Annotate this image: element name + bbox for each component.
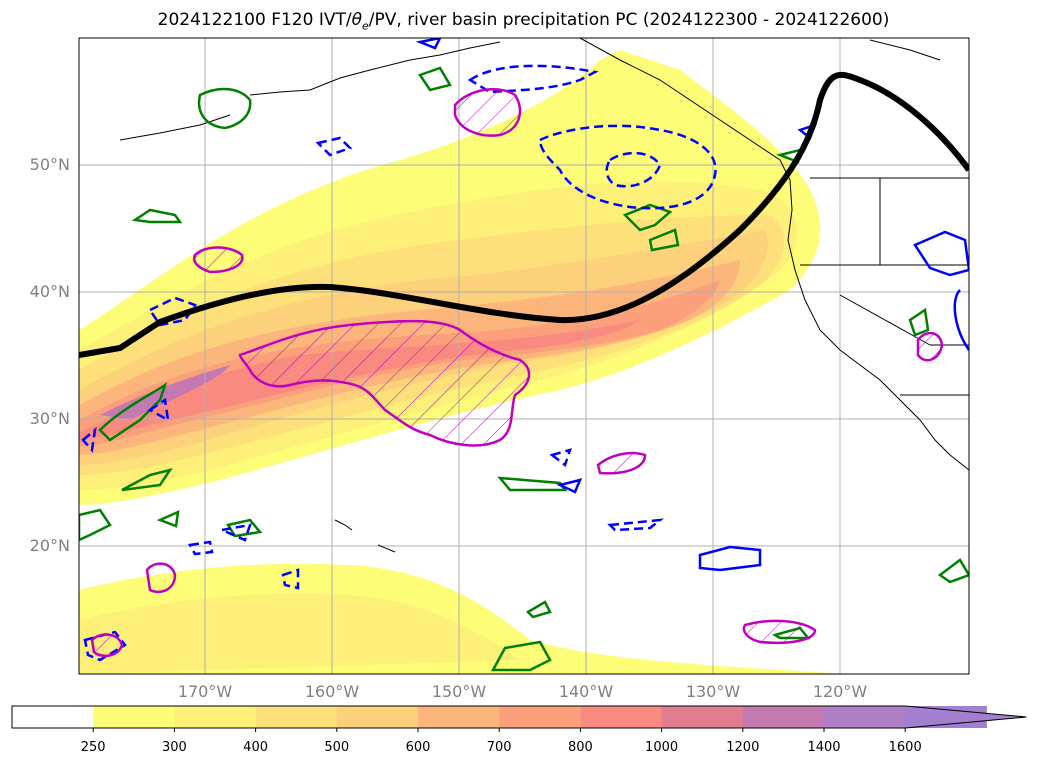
lat-label-50: 50°N: [29, 155, 70, 174]
colorbar-swatch: [174, 706, 257, 728]
colorbar-swatch: [93, 706, 175, 728]
lat-label-30: 30°N: [29, 409, 70, 428]
colorbar-swatch: [12, 706, 94, 728]
colorbar-tick-label: 1000: [645, 740, 679, 755]
lon-label-120w: 120°W: [812, 682, 868, 701]
colorbar-tick-label: 400: [243, 740, 268, 755]
pv-contours: [90, 88, 944, 658]
colorbar-tick-label: 800: [567, 740, 593, 755]
colorbar-extend-arrow: [905, 705, 1027, 729]
lon-label-170w: 170°W: [177, 682, 233, 701]
lon-label-160w: 160°W: [304, 682, 360, 701]
colorbar-swatch: [336, 706, 419, 728]
colorbar-swatch: [824, 706, 906, 728]
colorbar-tick-label: 1600: [888, 740, 922, 755]
colorbar-swatch: [499, 706, 581, 728]
lat-label-40: 40°N: [29, 282, 70, 301]
blue-solid-contours: [415, 38, 969, 572]
colorbar-swatch: [418, 706, 500, 728]
page-title: 2024122100 F120 IVT/θe/PV, river basin p…: [157, 10, 890, 33]
lon-label-140w: 140°W: [558, 682, 614, 701]
coastlines: [119, 38, 969, 553]
colorbar-tick-label: 500: [324, 740, 350, 755]
colorbar-tick-label: 300: [161, 740, 187, 755]
colorbar: [11, 705, 1027, 732]
colorbar-tick-label: 700: [486, 740, 512, 755]
gridlines: [79, 38, 969, 674]
colorbar-outline: [11, 705, 906, 729]
colorbar-tick-label: 1400: [807, 740, 841, 755]
colorbar-swatch: [742, 706, 825, 728]
colorbar-swatch: [661, 706, 744, 728]
jet-axis-line: [79, 71, 969, 358]
lon-label-130w: 130°W: [685, 682, 741, 701]
map-frame: [78, 37, 970, 675]
colorbar-tick-label: 600: [405, 740, 431, 755]
colorbar-swatch: [255, 706, 338, 728]
lat-label-20: 20°N: [29, 536, 70, 555]
colorbar-tick-label: 250: [80, 740, 106, 755]
lon-label-150w: 150°W: [431, 682, 487, 701]
colorbar-swatch: [580, 706, 663, 728]
colorbar-tick-label: 1200: [726, 740, 760, 755]
